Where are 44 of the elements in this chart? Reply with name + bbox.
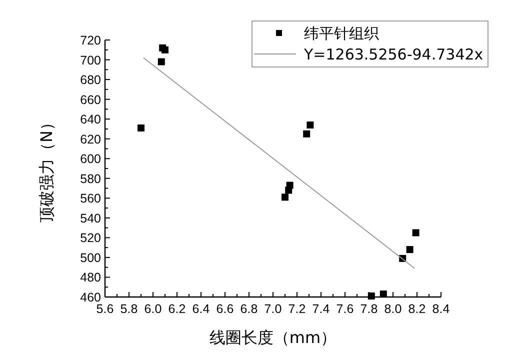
x-tick-label: 7.0 (264, 302, 282, 316)
y-tick-label: 480 (80, 270, 102, 285)
x-tick-label: 6.0 (144, 302, 162, 316)
x-tick-label: 7.8 (360, 302, 378, 316)
point (286, 182, 294, 189)
y-tick-label: 520 (80, 231, 102, 246)
y-axis-title: 顶破强力（N） (37, 114, 56, 222)
legend-label: Y=1263.5256-94.7342x (303, 46, 484, 64)
x-tick-label: 7.4 (312, 302, 330, 316)
y-tick-label: 560 (80, 192, 102, 206)
point (303, 130, 310, 138)
legend-label: 纬平针组织 (304, 24, 379, 42)
point (282, 194, 288, 201)
y-tick-label: 460 (80, 290, 102, 304)
x-tick-label: 6.4 (192, 302, 210, 316)
point (380, 290, 387, 298)
x-tick-label: 5.8 (120, 302, 138, 316)
point (162, 46, 168, 54)
x-tick-label: 5.6 (96, 302, 114, 316)
point (368, 292, 375, 300)
x-tick-label: 6.8 (240, 302, 258, 316)
x-tick-label: 8.0 (384, 302, 402, 316)
y-tick-label: 640 (80, 112, 102, 127)
y-tick-label: 600 (80, 152, 102, 166)
y-tick-label: 620 (80, 132, 102, 146)
point (138, 124, 144, 132)
point (306, 122, 314, 129)
y-tick-label: 500 (80, 250, 102, 265)
point (412, 229, 420, 236)
x-tick-label: 8.4 (432, 302, 450, 316)
y-tick-label: 720 (80, 34, 102, 48)
x-axis-title: 线圈长度（mm） (209, 328, 337, 347)
y-tick-label: 580 (80, 172, 102, 186)
x-tick-label: 7.6 (336, 302, 354, 316)
x-tick-label: 6.2 (168, 302, 186, 316)
y-tick-label: 660 (80, 92, 102, 107)
y-tick-label: 680 (80, 73, 102, 88)
x-tick-label: 7.2 (288, 302, 306, 316)
x-tick-label: 6.6 (216, 302, 234, 316)
y-tick-label: 540 (80, 211, 102, 226)
x-tick-label: 8.2 (408, 302, 426, 316)
y-tick-label: 700 (80, 53, 102, 68)
point (158, 58, 165, 66)
point (406, 246, 414, 254)
